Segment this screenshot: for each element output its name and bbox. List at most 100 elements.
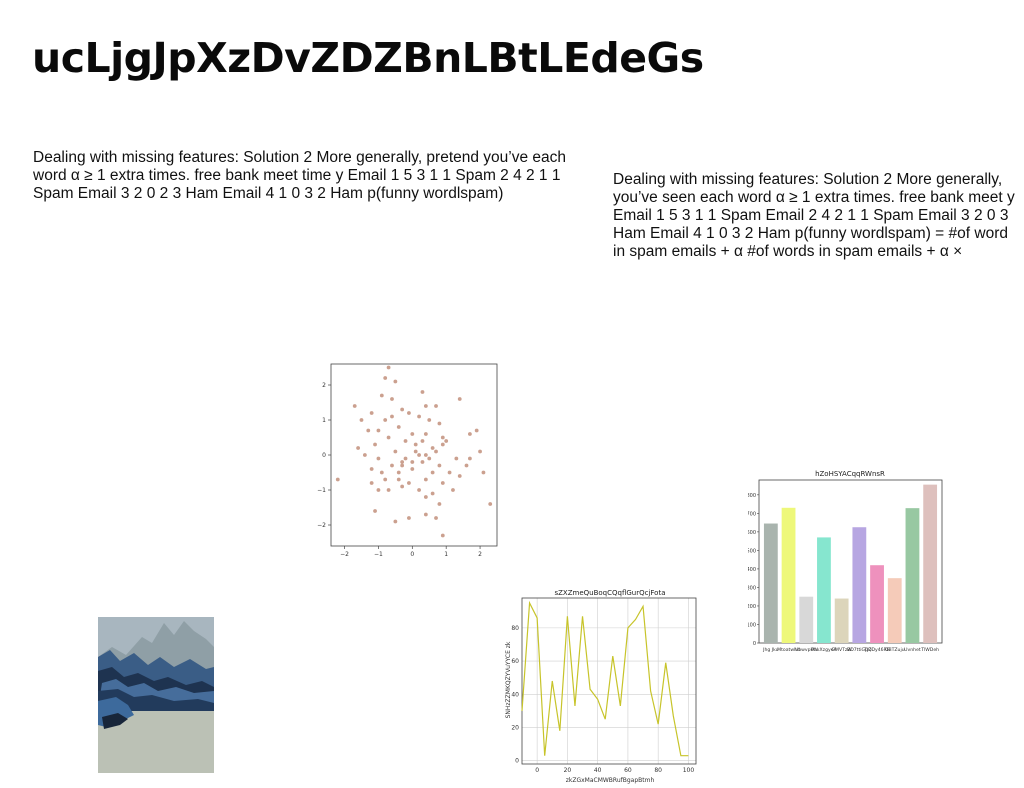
scatter-xtick-label: 1 [444,551,448,558]
line-xtick-label: 80 [654,767,662,774]
scatter-point [488,502,493,506]
scatter-point [444,439,449,443]
bar-category-label: Ubwvpktk [795,647,818,653]
scatter-point [423,512,428,517]
scatter-xtick-label: −1 [374,551,383,558]
scatter-chart: −2 −1 0 1 2 −2 −1 0 1 2 [317,363,498,558]
scatter-point [396,470,401,475]
scatter-point [386,435,391,440]
scatter-point [400,484,405,489]
scatter-point [400,463,405,468]
bar [887,578,902,643]
line-ytick-label: 60 [511,658,519,665]
scatter-point [467,456,472,461]
scatter-point [464,463,469,468]
page-title: ucLjgJpXzDvZDZBnLBtLEdeGs [32,34,704,82]
bar-ytick-label: 300 [748,585,756,591]
line-ytick-label: 0 [515,758,519,765]
scatter-point [427,456,432,461]
scatter-ytick-label: 2 [322,382,326,389]
scatter-point [478,449,482,454]
scatter-point [376,488,381,492]
scatter-point [434,516,438,520]
bar-ytick-label: 200 [748,604,756,610]
scatter-ytick-label: 1 [322,417,326,424]
scatter-xtick-label: 0 [410,551,414,558]
scatter-point [417,453,421,457]
bar [905,508,920,643]
bar-ytick-label: 700 [748,511,756,517]
scatter-point [352,404,357,408]
scatter-point [437,463,442,468]
scatter-point [420,390,425,394]
scatter-point [434,404,438,408]
landscape-photo [98,617,214,773]
line-chart-ylabel: SNHzZZMKQZYVuYYCE zk [505,641,512,718]
bar [852,527,867,643]
scatter-point [376,456,381,461]
scatter-point [390,414,394,419]
scatter-point [423,453,428,457]
body-text-left: Dealing with missing features: Solution … [33,149,567,202]
bar-category-label: GMVTzW [831,647,852,653]
bar-category-label: Mtoatwhd [777,647,800,653]
scatter-point [454,456,459,461]
scatter-point [434,449,438,454]
bar-category-label: TlWDeh [920,647,939,653]
scatter-ytick-label: −2 [317,522,326,529]
scatter-point [410,432,415,436]
scatter-point [430,491,435,496]
scatter-point [423,432,428,436]
bar [817,537,831,643]
bar [923,484,938,643]
scatter-point [390,463,394,468]
bar [781,507,796,643]
line-series [521,600,689,757]
line-chart-xlabel: zkZGxMaCMWBRufBgapBtmh [566,777,655,784]
scatter-point [423,477,428,482]
scatter-point [356,446,361,450]
line-xtick-label: 60 [624,767,632,774]
scatter-point [403,439,408,443]
bar-category-label: BD7ttiGpQ [847,647,872,653]
scatter-point [410,460,415,464]
scatter-point [430,446,435,450]
scatter-point [369,411,374,415]
line-xtick-label: 20 [564,767,572,774]
scatter-point [413,449,418,454]
scatter-ytick-label: −1 [317,487,326,494]
scatter-point [440,481,445,485]
scatter-point [440,435,445,440]
scatter-ytick-label: 0 [322,452,326,459]
bar [870,565,884,643]
scatter-point [457,474,462,478]
scatter-point [393,519,398,524]
scatter-point [383,376,388,380]
bar-ytick-label: 100 [748,622,756,628]
scatter-point [390,397,394,401]
scatter-point [369,467,374,471]
scatter-point [373,509,377,513]
scatter-point [396,477,401,482]
scatter-point [423,495,428,499]
scatter-point [407,516,411,520]
bar-category-label: Uvnhet [904,647,921,653]
scatter-point [386,365,391,370]
scatter-point [437,421,442,426]
bar-category-label: Jhg Jku [762,647,779,653]
scatter-point [379,393,384,398]
scatter-point [437,502,442,506]
scatter-point [427,418,432,422]
scatter-point [369,481,374,485]
bar-ytick-label: 500 [748,548,756,554]
line-xtick-label: 0 [535,767,539,774]
bar [799,596,814,643]
scatter-point [383,418,388,422]
line-chart-title: sZXZmeQuBoqCQqflGurQcjFota [554,589,665,597]
line-ytick-label: 20 [511,724,519,731]
scatter-frame [330,363,498,547]
line-chart: sZXZmeQuBoqCQqflGurQcjFota zkZGxMaCMWBRu… [505,589,697,784]
scatter-point [362,453,367,457]
body-text-right: Dealing with missing features: Solution … [613,171,1015,260]
scatter-point [407,411,411,415]
